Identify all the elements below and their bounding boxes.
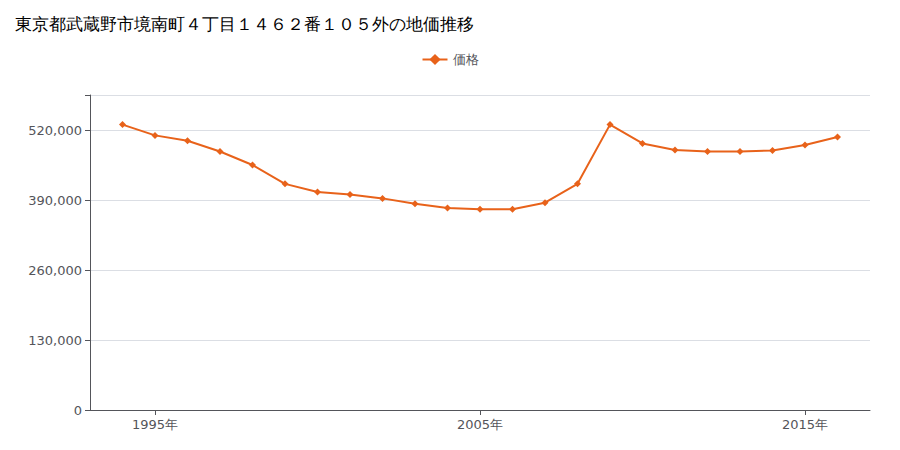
- svg-text:390,000: 390,000: [28, 193, 82, 208]
- svg-text:価格: 価格: [453, 52, 479, 67]
- svg-text:2005年: 2005年: [457, 417, 503, 432]
- svg-text:2015年: 2015年: [782, 417, 828, 432]
- svg-text:0: 0: [74, 403, 82, 418]
- svg-text:520,000: 520,000: [28, 123, 82, 138]
- svg-text:260,000: 260,000: [28, 263, 82, 278]
- svg-text:東京都武蔵野市境南町４丁目１４６２番１０５外の地価推移: 東京都武蔵野市境南町４丁目１４６２番１０５外の地価推移: [15, 14, 474, 34]
- svg-text:130,000: 130,000: [28, 333, 82, 348]
- svg-text:1995年: 1995年: [132, 417, 178, 432]
